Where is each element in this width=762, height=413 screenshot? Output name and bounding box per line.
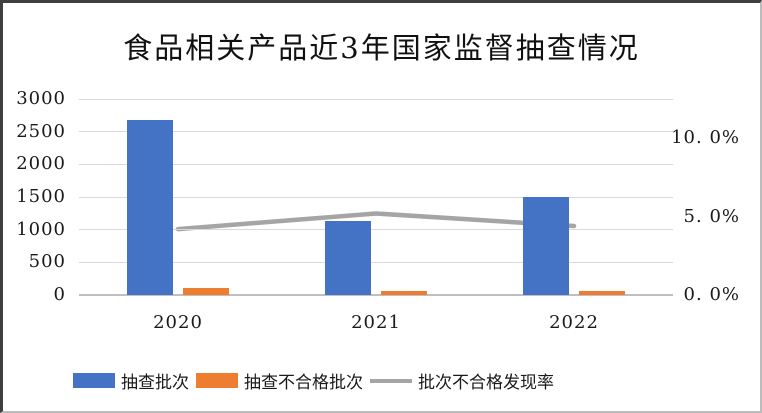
gridline-2500 [79,131,673,133]
legend-item-批次不合格发现率: 批次不合格发现率 [370,368,554,393]
left-axis-tick-3000: 3000 [16,88,66,109]
right-axis-tick-0: 0. 0% [683,284,740,305]
chart-title: 食品相关产品近3年国家监督抽查情况 [123,31,640,65]
legend-item-抽查不合格批次: 抽查不合格批次 [196,368,363,393]
bar-抽查批次-2020 [127,119,173,295]
gridline-0 [79,294,673,296]
x-axis-label-2022: 2022 [549,312,599,333]
rate-line-layer [175,211,577,232]
gridline-500 [79,261,673,263]
legend-line-swatch [370,378,412,383]
gridline-2000 [79,163,673,165]
gridline-3000 [79,98,673,100]
legend-label: 批次不合格发现率 [418,373,554,393]
bar-抽查批次-2022 [523,197,569,295]
legend-color-swatch [73,373,115,388]
bar-抽查不合格批次-2020 [183,287,229,295]
gridline-1000 [79,229,673,231]
bar-抽查批次-2021 [325,221,371,295]
left-axis-tick-2000: 2000 [16,153,66,175]
bar-抽查不合格批次-2022 [579,290,625,295]
bar-抽查不合格批次-2021 [381,291,427,295]
legend: 抽查批次 抽查不合格批次 批次不合格发现率 [73,368,554,393]
x-axis-label-2021: 2021 [351,312,401,333]
left-axis-tick-500: 500 [28,251,66,273]
left-axis-tick-1500: 1500 [16,186,66,207]
rate-line [175,211,577,232]
left-axis-tick-2500: 2500 [16,120,66,142]
right-axis-tick-5: 5. 0% [683,205,740,227]
legend-item-抽查批次: 抽查批次 [73,368,189,393]
legend-label: 抽查不合格批次 [244,373,363,393]
legend-color-swatch [196,373,238,388]
legend-label: 抽查批次 [121,373,189,393]
right-axis-tick-10: 10. 0% [671,127,740,149]
left-axis-tick-0: 0 [53,284,66,305]
left-axis-tick-1000: 1000 [16,218,66,240]
x-axis-label-2020: 2020 [153,312,203,333]
gridline-1500 [79,196,673,198]
